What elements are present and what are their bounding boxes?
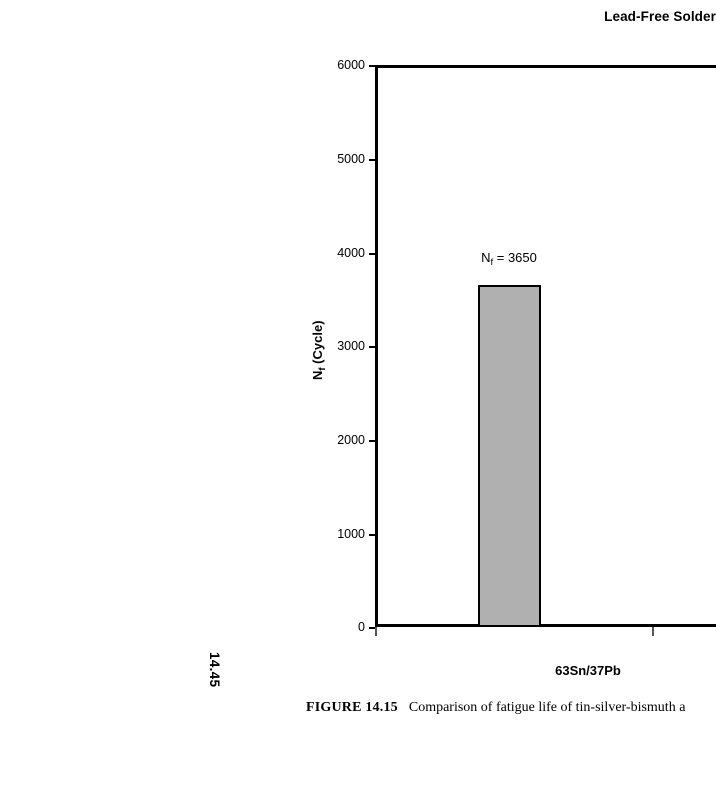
y-tick-4000 — [369, 253, 376, 255]
y-tick-label-2000: 2000 — [337, 433, 365, 447]
y-tick-3000 — [369, 346, 376, 348]
y-tick-label-1000: 1000 — [337, 527, 365, 541]
y-tick-6000 — [369, 65, 376, 67]
y-tick-label-5000: 5000 — [337, 152, 365, 166]
y-tick-label-6000: 6000 — [337, 58, 365, 72]
figure-caption-text: Comparison of fatigue life of tin-silver… — [408, 700, 686, 715]
x-axis-label-63sn-37pb: 63Sn/37Pb — [555, 663, 621, 678]
figure-caption: FIGURE 14.15 Comparison of fatigue life o… — [306, 700, 716, 717]
y-axis-title: Nf (Cycle) — [310, 320, 328, 380]
y-tick-2000 — [369, 440, 376, 442]
plot-area — [375, 65, 716, 627]
y-tick-label-0: 0 — [358, 620, 365, 634]
y-tick-label-3000: 3000 — [337, 339, 365, 353]
y-tick-1000 — [369, 534, 376, 536]
y-tick-label-4000: 4000 — [337, 246, 365, 260]
bar-value-label-63sn-37pb: Nf = 3650 — [449, 250, 569, 268]
x-tick-left-boundary — [375, 627, 377, 636]
y-axis-title-unit: (Cycle) — [310, 320, 325, 368]
y-tick-0 — [369, 627, 376, 629]
figure-caption-label: FIGURE 14.15 — [306, 700, 398, 715]
y-axis-tick-labels: 6000 5000 4000 3000 2000 1000 0 — [303, 0, 365, 800]
y-axis-title-subscript: f — [316, 367, 328, 371]
bar-63sn-37pb[interactable] — [478, 285, 541, 627]
y-axis-title-base: N — [310, 370, 325, 380]
bar-value-subscript: f — [490, 256, 494, 268]
x-tick-category-boundary — [652, 627, 654, 636]
running-head: Lead-Free Solder — [604, 9, 716, 24]
bar-value-rest: = 3650 — [493, 250, 537, 265]
bar-value-base: N — [481, 250, 491, 265]
y-tick-5000 — [369, 159, 376, 161]
